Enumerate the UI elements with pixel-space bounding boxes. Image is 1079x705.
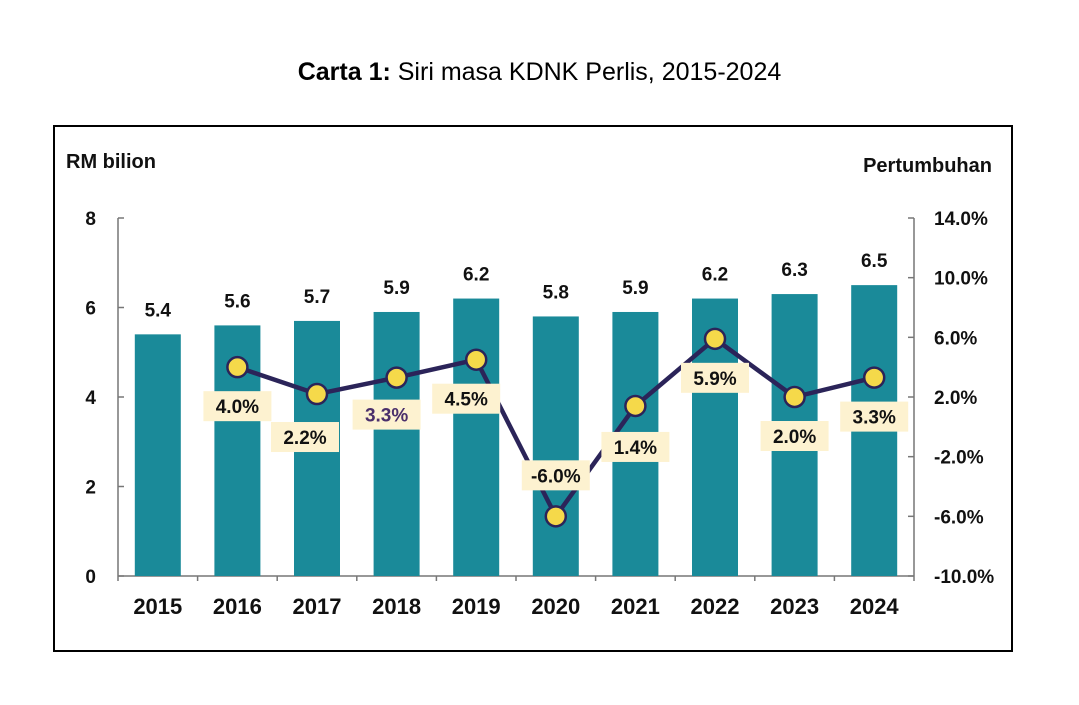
growth-marker	[544, 505, 568, 528]
right-tick-label: 14.0%	[934, 209, 988, 230]
growth-value-label: 5.9%	[693, 369, 736, 390]
left-tick-label: 8	[85, 209, 96, 230]
chart-title-text: Siri masa KDNK Perlis, 2015-2024	[390, 58, 782, 86]
bar-value-label: 5.9	[383, 278, 409, 299]
x-tick-label: 2015	[133, 594, 182, 619]
right-tick-label: 6.0%	[934, 328, 977, 349]
bar	[453, 298, 500, 576]
left-tick-label: 4	[85, 388, 96, 409]
bar-value-label: 5.9	[622, 278, 648, 299]
bar-value-label: 6.2	[702, 265, 728, 286]
growth-marker	[385, 366, 408, 389]
growth-value-label: 3.3%	[365, 406, 408, 427]
right-tick-label: 2.0%	[934, 388, 977, 409]
x-tick-label: 2018	[372, 594, 421, 619]
growth-value-label: 3.3%	[853, 408, 896, 429]
chart-title-prefix: Carta 1:	[297, 58, 391, 86]
right-axis-title: Pertumbuhan	[863, 155, 992, 177]
x-tick-label: 2017	[293, 594, 342, 619]
growth-label-box	[432, 383, 501, 414]
right-tick-label: -2.0%	[934, 448, 984, 469]
growth-value-label: 4.5%	[445, 390, 488, 411]
bar-value-label: 5.7	[304, 287, 330, 308]
x-tick-label: 2021	[611, 594, 660, 619]
growth-marker	[783, 385, 806, 409]
bar-value-label: 6.2	[463, 265, 489, 286]
bar-value-label: 5.4	[145, 300, 172, 321]
growth-label-box	[203, 391, 272, 422]
growth-value-label: -6.0%	[531, 466, 581, 487]
growth-value-label: 2.0%	[773, 427, 816, 448]
bar	[373, 311, 420, 576]
growth-label-box	[271, 422, 339, 453]
chart-title: Carta 1: Siri masa KDNK Perlis, 2015-202…	[0, 58, 1079, 87]
right-tick-label: -6.0%	[934, 507, 984, 528]
bar-value-label: 6.3	[781, 260, 807, 281]
growth-value-label: 2.2%	[283, 428, 326, 449]
left-axis-title: RM bilion	[66, 151, 156, 173]
left-tick-label: 2	[85, 478, 96, 499]
x-tick-label: 2022	[691, 594, 740, 619]
growth-label-box	[601, 431, 670, 462]
growth-marker	[305, 382, 329, 406]
growth-marker	[464, 348, 488, 371]
x-tick-label: 2020	[531, 594, 580, 619]
growth-label-box	[521, 460, 590, 491]
bar-value-label: 5.6	[224, 291, 250, 312]
x-tick-label: 2016	[213, 594, 262, 619]
growth-marker	[226, 355, 249, 379]
growth-label-box	[760, 421, 829, 451]
x-tick-label: 2019	[452, 594, 501, 619]
growth-value-label: 1.4%	[614, 438, 657, 459]
growth-label-box	[681, 362, 749, 393]
right-tick-label: 10.0%	[934, 269, 988, 290]
left-tick-label: 0	[85, 567, 96, 588]
bar	[134, 334, 181, 576]
chart-frame	[53, 125, 1013, 652]
growth-marker	[624, 394, 647, 418]
left-tick-label: 6	[85, 299, 96, 320]
x-tick-label: 2024	[850, 594, 900, 619]
right-tick-label: -10.0%	[934, 567, 994, 588]
growth-marker	[703, 327, 727, 351]
growth-value-label: 4.0%	[216, 397, 259, 418]
growth-label-box	[352, 399, 421, 430]
bar	[532, 316, 579, 576]
growth-marker	[862, 366, 886, 389]
bar-value-label: 6.5	[861, 251, 888, 272]
x-tick-label: 2023	[770, 594, 819, 619]
bar-value-label: 5.8	[543, 282, 569, 303]
growth-label-box	[840, 401, 909, 432]
